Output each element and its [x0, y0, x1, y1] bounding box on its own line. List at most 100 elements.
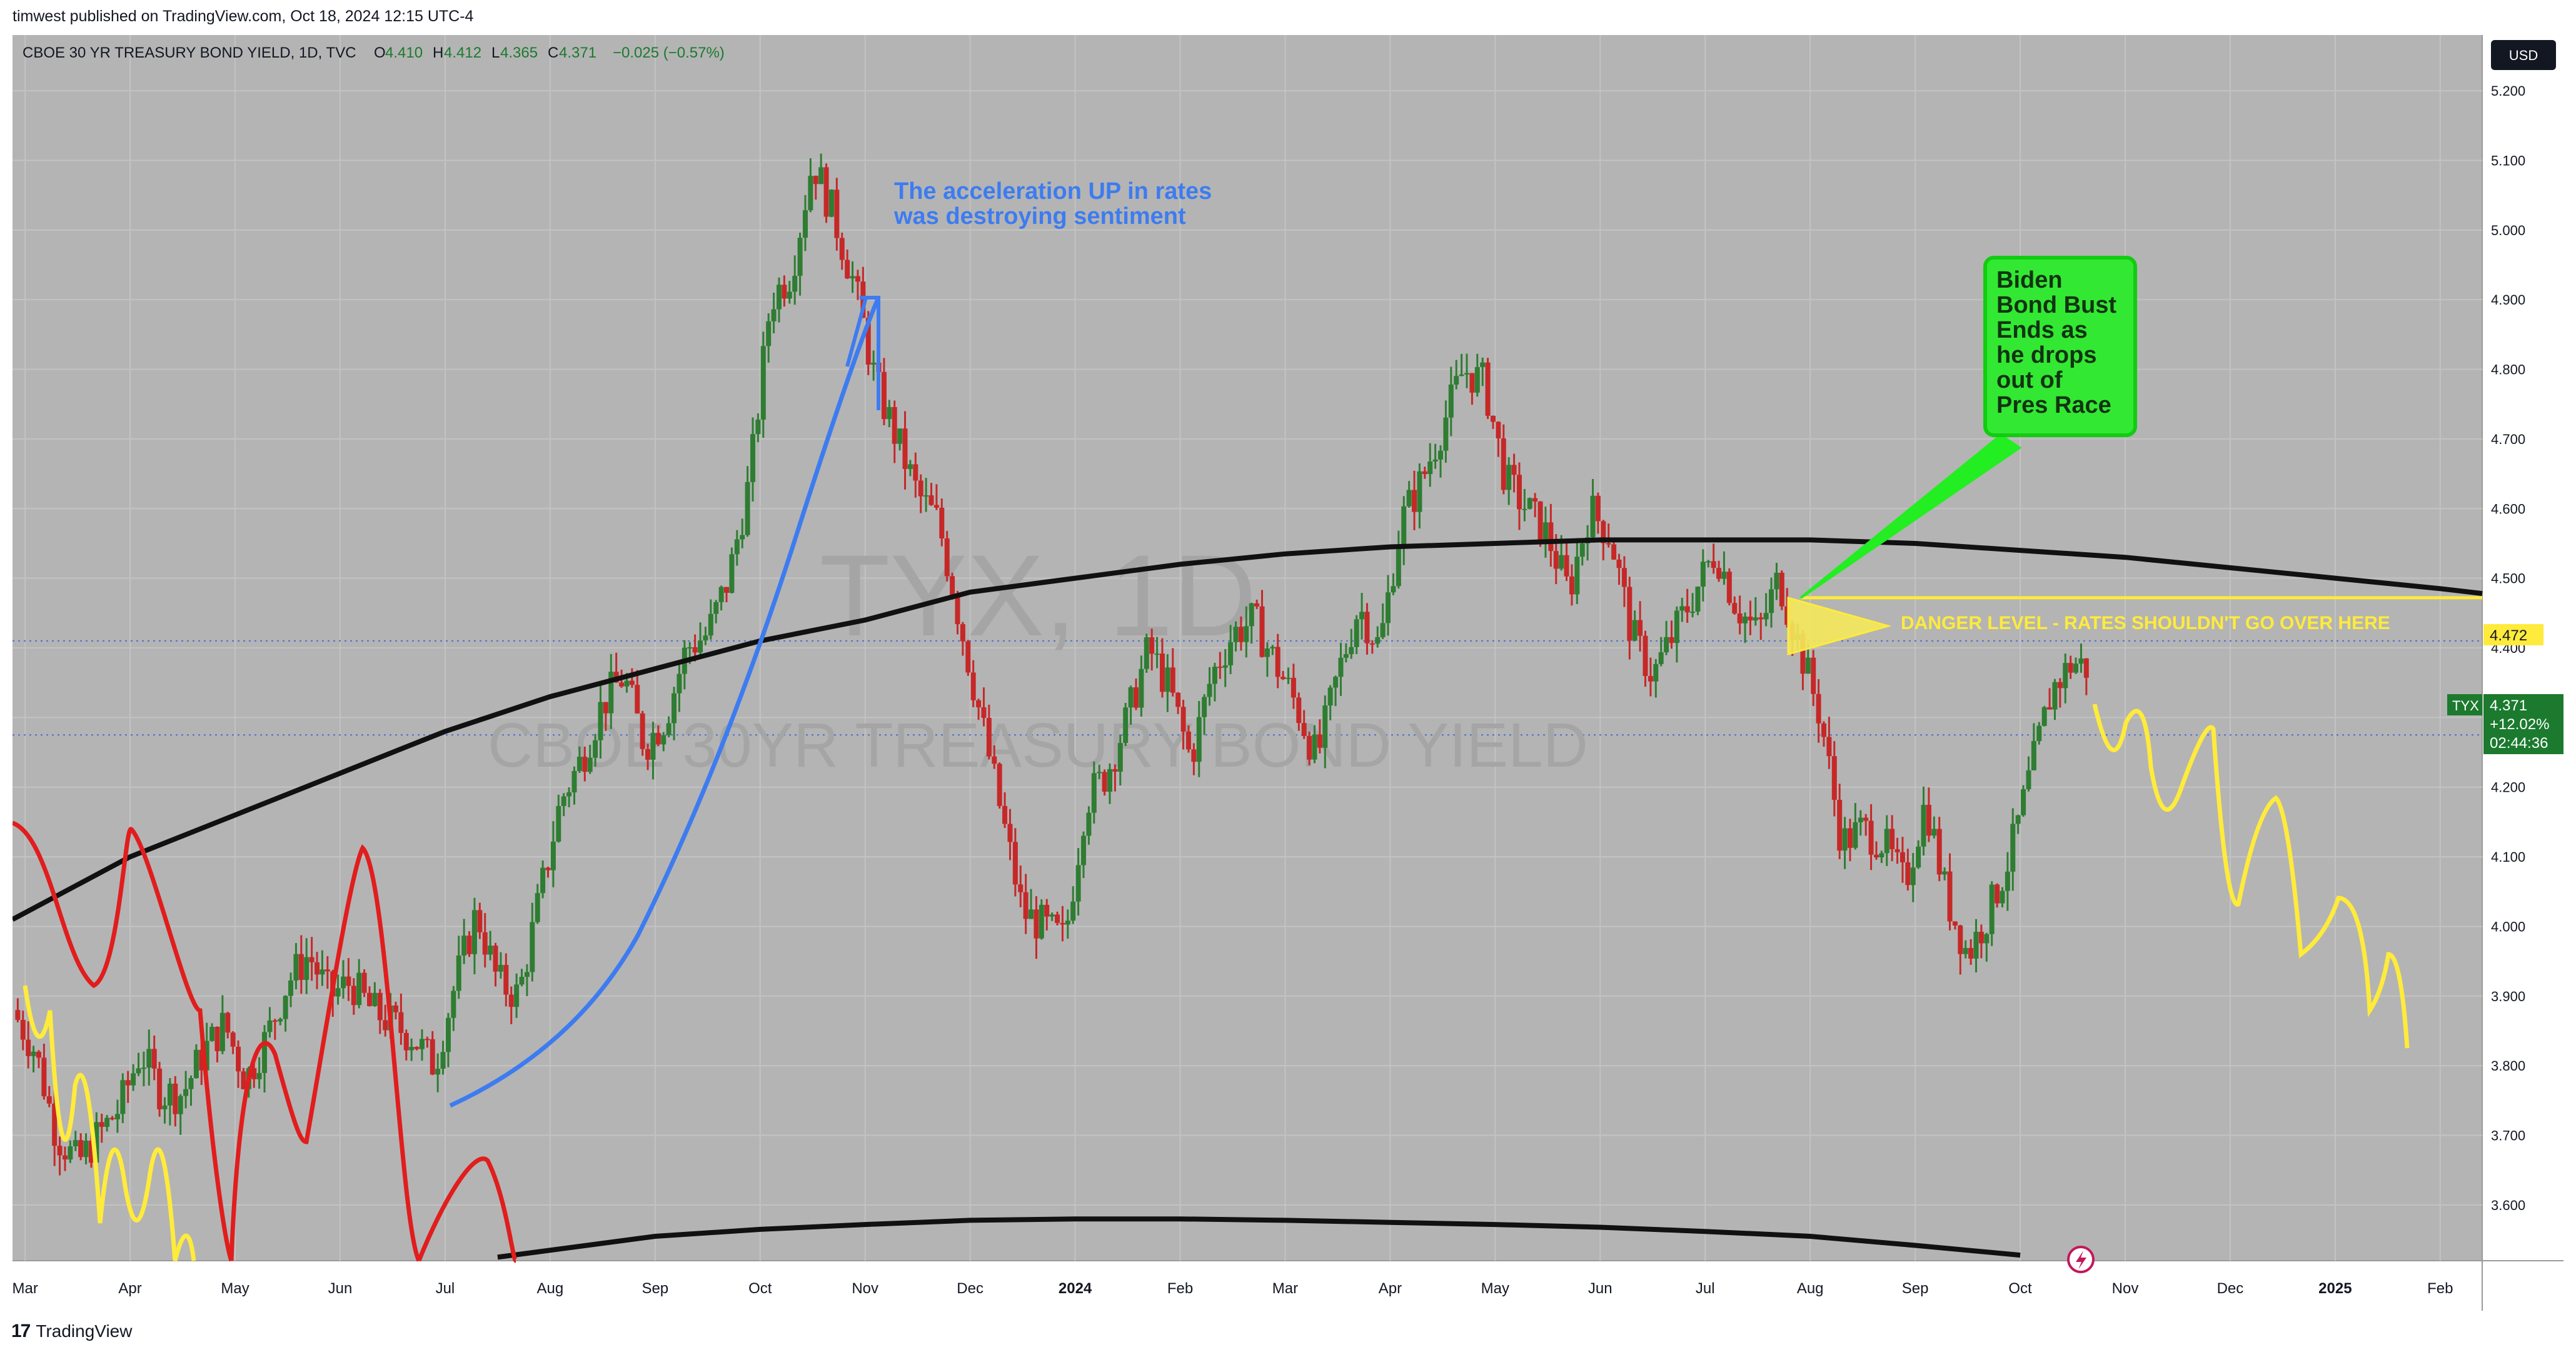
candle-body: [1548, 522, 1554, 552]
candle-body: [2010, 824, 2016, 872]
candle-body: [1228, 642, 1234, 665]
candle-body: [1097, 772, 1102, 774]
candle-body: [1380, 623, 1386, 637]
candle-body: [1422, 471, 1427, 475]
candle-body: [1532, 498, 1538, 502]
candle-body: [1291, 677, 1296, 698]
candle-body: [530, 922, 535, 972]
candle-body: [146, 1049, 152, 1068]
biden-callout-line-2: Bond Bust: [1996, 292, 2116, 318]
candle-body: [1800, 633, 1806, 674]
candle-body: [1711, 561, 1716, 568]
legend-l-value: 4.365: [500, 44, 538, 61]
candle-body: [1579, 543, 1585, 557]
candle-body: [1254, 603, 1260, 607]
candle-body: [1222, 665, 1228, 668]
candle-body: [230, 1032, 236, 1047]
candle-body: [1627, 587, 1633, 641]
x-tick-label: Dec: [957, 1280, 984, 1297]
candle-body: [1963, 947, 1968, 954]
danger-tag-value: 4.472: [2490, 627, 2527, 644]
candle-body: [1569, 576, 1574, 595]
candle-body: [519, 977, 525, 985]
x-tick-label: Jul: [1696, 1280, 1715, 1297]
candle-body: [1469, 373, 1475, 393]
candle-body: [1438, 450, 1444, 460]
y-tick-label: 4.100: [2491, 849, 2525, 865]
x-tick-label: Dec: [2217, 1280, 2244, 1297]
candle-body: [157, 1068, 163, 1109]
candle-body: [740, 535, 745, 540]
candle-body: [566, 792, 572, 797]
currency-button[interactable]: USD: [2491, 40, 2556, 70]
legend-c-value: 4.371: [559, 44, 596, 61]
candle-body: [2083, 658, 2089, 678]
candle-body: [981, 707, 987, 719]
candle-body: [456, 955, 461, 991]
candle-body: [278, 1019, 283, 1022]
candle-body: [319, 969, 325, 975]
candle-body: [897, 428, 903, 444]
candle-body: [1322, 705, 1328, 748]
candle-body: [524, 972, 530, 977]
candle-body: [771, 309, 777, 321]
candle-body: [913, 464, 918, 481]
candle-body: [865, 318, 871, 365]
candle-body: [540, 867, 546, 894]
candle-body: [1285, 677, 1291, 679]
flash-icon-bolt: [2076, 1251, 2086, 1269]
candles-series: [15, 153, 2089, 1176]
candle-body: [1779, 572, 1784, 607]
candle-body: [556, 805, 561, 842]
candle-body: [204, 1041, 209, 1071]
candle-body: [414, 1047, 420, 1049]
candle-body: [923, 495, 929, 497]
candle-body: [1443, 417, 1449, 451]
chart-canvas[interactable]: 3.6003.7003.8003.9004.0004.1004.2004.300…: [11, 35, 2576, 1311]
tradingview-brand[interactable]: 17 TradingView: [11, 1321, 132, 1342]
candle-body: [1144, 637, 1149, 669]
candle-body: [1386, 592, 1391, 623]
watermark-name: CBOE 30YR TREASURY BOND YIELD: [488, 710, 1588, 780]
candle-body: [745, 482, 750, 535]
candle-body: [272, 1020, 278, 1022]
candle-body: [992, 756, 997, 764]
candle-body: [550, 841, 556, 870]
candle-body: [782, 285, 787, 299]
moving-averages: [11, 537, 2483, 1260]
candle-body: [2078, 658, 2084, 664]
candle-body: [1149, 637, 1155, 654]
candle-body: [892, 406, 897, 444]
candle-body: [131, 1073, 136, 1086]
y-tick-label: 3.800: [2491, 1058, 2525, 1074]
candle-body: [325, 969, 330, 972]
green-callout-pointer: [1799, 433, 2022, 599]
candle-body: [335, 988, 341, 997]
x-tick-label: Apr: [118, 1280, 141, 1297]
candle-body: [1658, 652, 1664, 664]
price-tag-countdown: 02:44:36: [2490, 735, 2548, 752]
candle-body: [1606, 543, 1611, 545]
lower-moving-average-line: [497, 1216, 2021, 1260]
flash-icon[interactable]: [2067, 1246, 2095, 1273]
candle-body: [1102, 772, 1107, 792]
candle-body: [114, 1114, 120, 1119]
drawings-layer: [11, 296, 2482, 1263]
candle-body: [724, 587, 730, 593]
candle-body: [1464, 373, 1469, 375]
candle-body: [1506, 465, 1512, 490]
candle-body: [1212, 667, 1217, 684]
candle-body: [104, 1117, 110, 1127]
y-tick-label: 4.900: [2491, 292, 2525, 308]
candle-body: [1853, 822, 1858, 848]
candle-body: [593, 740, 598, 758]
candle-body: [713, 602, 719, 614]
candle-body: [461, 936, 467, 956]
candle-body: [1942, 871, 1948, 875]
candle-body: [1899, 852, 1905, 862]
candle-body: [1831, 756, 1837, 800]
candle-body: [933, 505, 939, 508]
candle-body: [1947, 871, 1953, 922]
candle-body: [78, 1140, 84, 1158]
candle-body: [1706, 561, 1711, 563]
